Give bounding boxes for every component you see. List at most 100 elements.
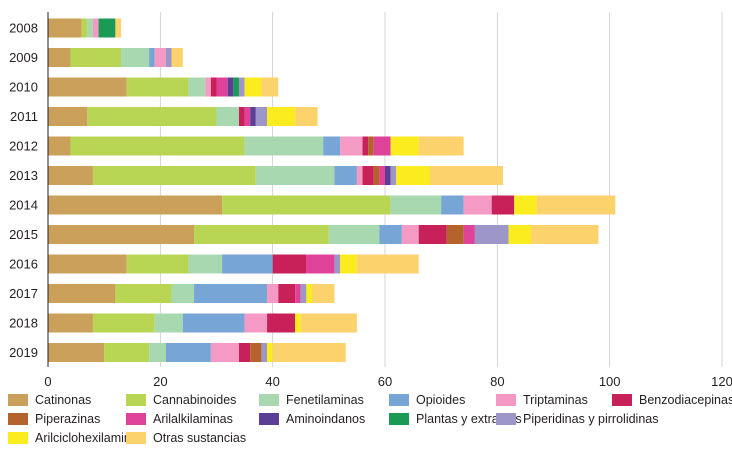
bar-segment <box>356 254 419 274</box>
y-tick-label: 2012 <box>9 139 38 154</box>
bar-segment <box>238 107 245 126</box>
bar-segment <box>255 166 335 185</box>
bar-segment <box>362 136 369 156</box>
bar-segment <box>121 48 150 67</box>
bar-segment <box>267 313 296 333</box>
bar-segment <box>278 284 296 303</box>
y-tick-label: 2017 <box>9 286 38 301</box>
bar-segment <box>295 107 318 126</box>
bar-segment <box>255 107 268 126</box>
y-tick-label: 2015 <box>9 227 38 242</box>
bar-segment <box>429 166 503 185</box>
bar-segment <box>418 136 464 156</box>
bar-segment <box>48 77 127 97</box>
bar-segment <box>48 195 223 215</box>
y-tick-label: 2008 <box>9 21 38 36</box>
bar-segment <box>48 284 116 303</box>
bar-segment <box>194 225 329 244</box>
bar-segment <box>238 343 251 362</box>
bar-segment <box>446 225 464 244</box>
bar-segment <box>385 166 391 185</box>
bar-segment <box>441 195 464 215</box>
bar-segment <box>261 343 268 362</box>
bar-segment <box>70 136 245 156</box>
bar-segment <box>48 136 71 156</box>
bar-segment <box>306 284 312 303</box>
bar-segment <box>216 107 239 126</box>
bar-segment <box>194 284 268 303</box>
bar-segment <box>267 107 296 126</box>
y-tick-label: 2011 <box>10 109 38 124</box>
bar-segment <box>48 343 105 362</box>
bar-segment <box>390 166 397 185</box>
y-tick-label: 2019 <box>9 345 38 360</box>
bar-segment <box>463 225 475 244</box>
bar-segment <box>227 77 234 97</box>
bar-segment <box>87 18 93 38</box>
bar-segment <box>295 284 301 303</box>
bar-segment <box>250 343 262 362</box>
bar-segment <box>48 166 93 185</box>
bar-segment <box>188 254 223 274</box>
bar-segment <box>250 107 256 126</box>
bar-segment <box>390 136 419 156</box>
bar-segment <box>508 225 532 244</box>
bar-segment <box>272 254 307 274</box>
y-tick-label: 2016 <box>9 257 38 272</box>
bar-segment <box>362 166 374 185</box>
bar-segment <box>418 225 447 244</box>
bar-segment <box>244 77 262 97</box>
bar-segment <box>92 18 99 38</box>
bar-segment <box>334 254 341 274</box>
bar-segment <box>92 166 256 185</box>
bar-segment <box>328 225 380 244</box>
bar-segment <box>514 195 537 215</box>
y-tick-label: 2018 <box>9 316 38 331</box>
bar-segment <box>126 254 189 274</box>
bar-segment <box>188 77 206 97</box>
x-tick-label: 0 <box>44 374 51 389</box>
bar-segment <box>244 313 268 333</box>
x-tick-label: 20 <box>153 374 167 389</box>
x-tick-label: 100 <box>599 374 621 389</box>
bar-segment <box>115 284 172 303</box>
bar-segment <box>154 313 183 333</box>
axes: 0 20 40 60 80 100 120 2008 2009 2010 2011 2012 2013 2… <box>9 12 732 389</box>
bar-segment <box>272 343 346 362</box>
bar-segment <box>154 48 166 67</box>
bar-segment <box>474 225 509 244</box>
bar-segment <box>536 195 616 215</box>
y-tick-label: 2010 <box>9 80 38 95</box>
bar-segment <box>323 136 341 156</box>
bar-segment <box>233 77 239 97</box>
bar-segment <box>87 107 217 126</box>
bar-segment <box>165 343 211 362</box>
gridlines <box>159 12 723 367</box>
bar-segment <box>210 343 239 362</box>
bar-segment <box>334 166 357 185</box>
bar-segment <box>373 166 380 185</box>
bar-segment <box>48 254 127 274</box>
bar-segment <box>70 48 122 67</box>
bar-segment <box>390 195 442 215</box>
bar-segment <box>81 18 88 38</box>
x-tick-label: 40 <box>265 374 279 389</box>
bar-segment <box>216 77 228 97</box>
bar-segment <box>311 284 335 303</box>
bar-segment <box>149 343 166 362</box>
bar-segment <box>210 77 217 97</box>
bar-segment <box>48 18 82 38</box>
bar-segment <box>368 136 374 156</box>
bar-segment <box>396 166 430 185</box>
x-tick-label: 60 <box>378 374 392 389</box>
bar-segment <box>92 313 155 333</box>
bar-segment <box>48 107 88 126</box>
bar-segment <box>171 284 195 303</box>
bar-segment <box>222 254 273 274</box>
bar-segment <box>373 136 391 156</box>
y-tick-label: 2014 <box>9 198 38 213</box>
x-tick-label: 80 <box>490 374 504 389</box>
bars <box>48 18 616 362</box>
bar-segment <box>98 18 116 38</box>
